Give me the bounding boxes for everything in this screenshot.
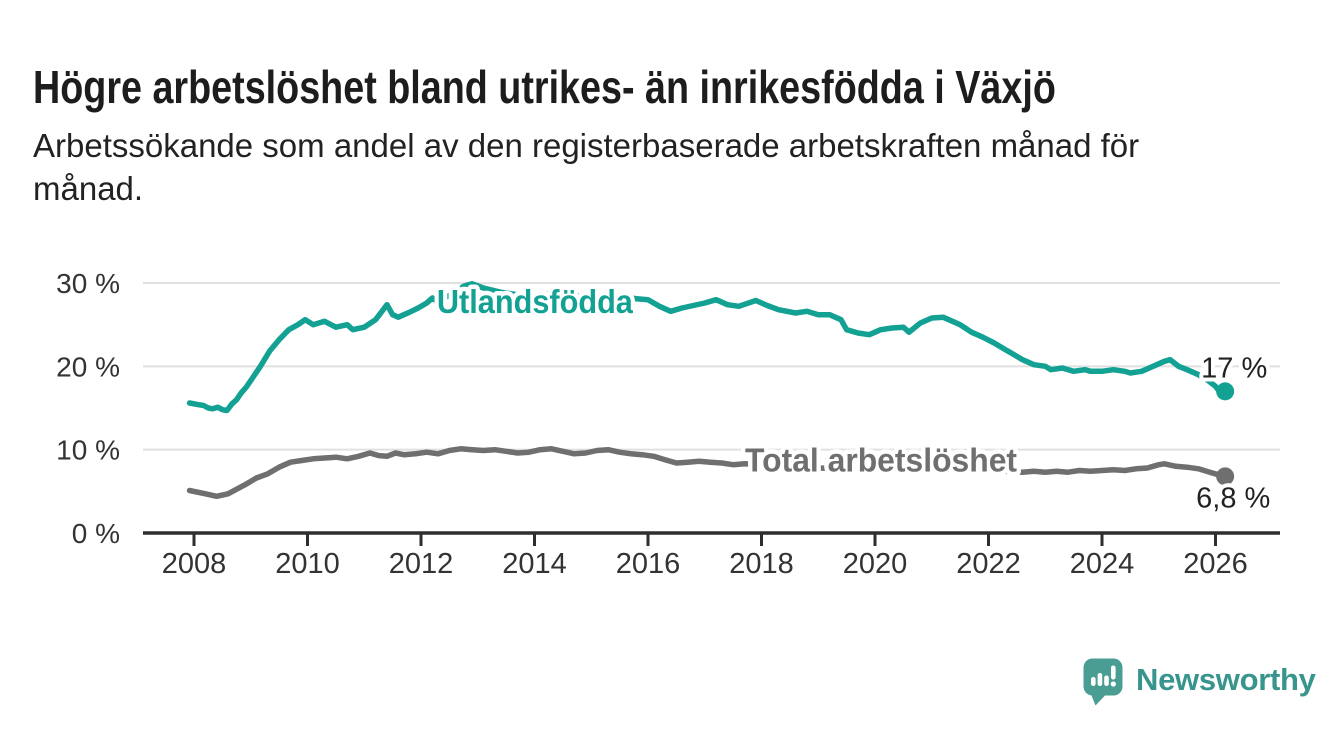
x-axis-tick-label: 2012 [389,548,454,580]
page-subtitle-line1: Arbetssökande som andel av den registerb… [33,127,1140,164]
newsworthy-logo-text: Newsworthy [1136,662,1316,697]
x-axis-tick-label: 2014 [502,548,567,580]
end-dot-utlandsfodda [1216,382,1235,401]
series-line-total [186,446,1228,500]
x-axis-tick-label: 2022 [956,548,1021,580]
y-axis-tick-label: 30 % [56,268,120,299]
page-subtitle: Arbetssökande som andel av den registerb… [33,124,1253,210]
x-axis-tick-label: 2026 [1183,548,1248,580]
page-title: Högre arbetslöshet bland utrikes- än inr… [33,60,1056,113]
end-value-label-total: 6,8 % [1196,482,1270,514]
x-axis-tick-label: 2010 [275,548,340,580]
end-dot-total [1216,467,1235,486]
page-subtitle-line2: månad. [33,170,144,208]
x-axis-tick-label: 2024 [1070,548,1135,580]
series-label-total: Total arbetslöshet [745,441,1017,478]
end-value-label-utlandsfodda: 17 % [1201,352,1267,384]
y-axis-tick-label: 10 % [56,435,120,466]
series-label-utlandsfodda: Utlandsfödda [437,283,634,320]
x-axis-tick-label: 2020 [843,548,908,580]
x-axis-tick-label: 2018 [729,548,794,580]
newsworthy-logo: Newsworthy [1083,658,1316,706]
newsworthy-logo-icon [1083,658,1123,706]
series-line-utlandsfodda [186,281,1228,414]
y-axis-tick-label: 0 % [72,518,120,549]
x-axis-tick-label: 2016 [616,548,681,580]
x-axis-tick-label: 2008 [162,548,227,580]
y-axis-tick-label: 20 % [56,351,120,382]
